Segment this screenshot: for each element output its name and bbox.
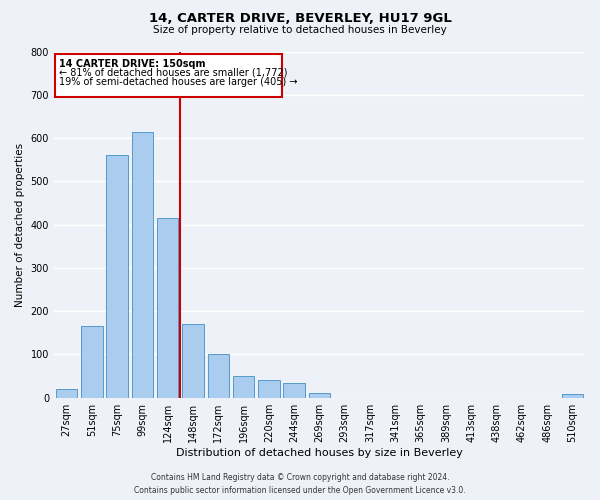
- Bar: [106, 156, 128, 398]
- Text: 19% of semi-detached houses are larger (405) →: 19% of semi-detached houses are larger (…: [59, 77, 298, 87]
- Bar: [233, 376, 254, 398]
- Text: Size of property relative to detached houses in Beverley: Size of property relative to detached ho…: [153, 25, 447, 35]
- Bar: [157, 218, 178, 398]
- Text: 14, CARTER DRIVE, BEVERLEY, HU17 9GL: 14, CARTER DRIVE, BEVERLEY, HU17 9GL: [149, 12, 451, 26]
- Bar: [131, 132, 153, 398]
- Y-axis label: Number of detached properties: Number of detached properties: [15, 142, 25, 306]
- X-axis label: Distribution of detached houses by size in Beverley: Distribution of detached houses by size …: [176, 448, 463, 458]
- Bar: [182, 324, 204, 398]
- Bar: [562, 394, 583, 398]
- FancyBboxPatch shape: [55, 54, 281, 97]
- Bar: [258, 380, 280, 398]
- Bar: [208, 354, 229, 398]
- Text: ← 81% of detached houses are smaller (1,772): ← 81% of detached houses are smaller (1,…: [59, 68, 287, 78]
- Bar: [283, 384, 305, 398]
- Bar: [56, 389, 77, 398]
- Text: Contains HM Land Registry data © Crown copyright and database right 2024.
Contai: Contains HM Land Registry data © Crown c…: [134, 474, 466, 495]
- Bar: [81, 326, 103, 398]
- Bar: [309, 392, 330, 398]
- Text: 14 CARTER DRIVE: 150sqm: 14 CARTER DRIVE: 150sqm: [59, 59, 205, 69]
